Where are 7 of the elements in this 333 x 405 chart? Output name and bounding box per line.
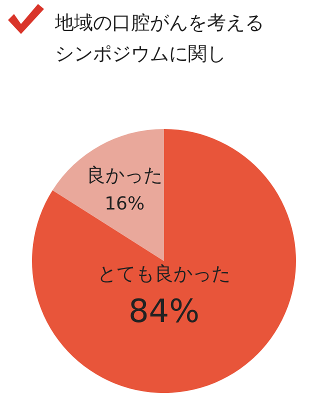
pie-slice <box>32 129 296 393</box>
slice-label: とても良かった <box>98 263 230 285</box>
chart-title: 地域の口腔がんを考えるシンポジウムに関し <box>55 11 265 67</box>
pie-slice <box>52 129 164 261</box>
data-label: 16% <box>104 193 145 214</box>
data-label: 84% <box>128 292 200 330</box>
slice-label: 良かった <box>86 164 163 186</box>
